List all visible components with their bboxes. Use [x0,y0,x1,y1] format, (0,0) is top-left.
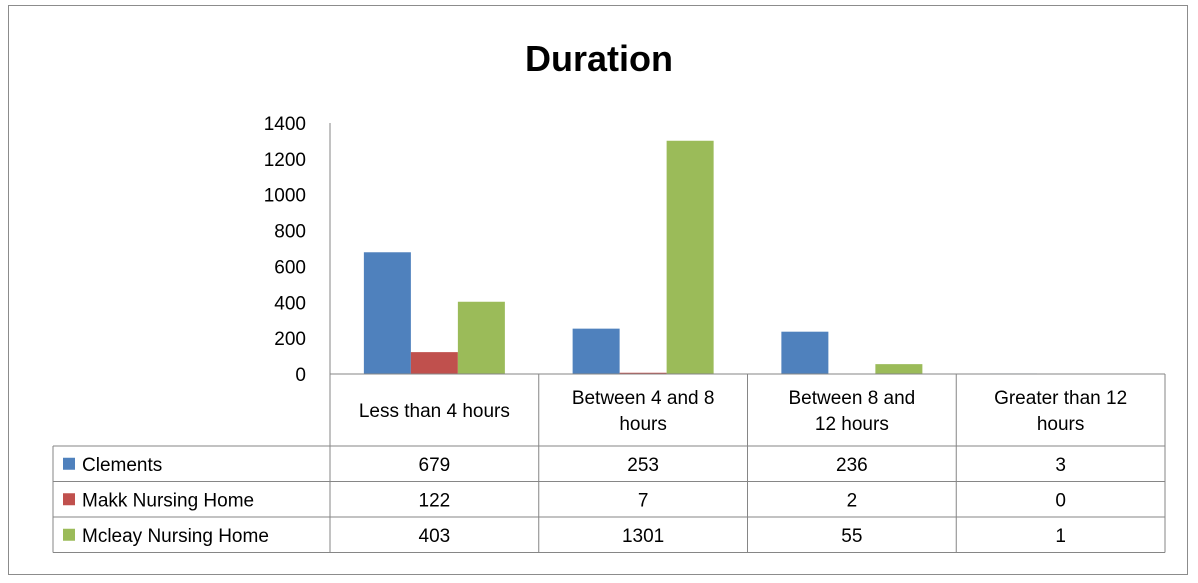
y-tick-label: 800 [274,222,306,243]
table-value: 55 [841,526,862,547]
table-value: 1301 [622,526,664,547]
y-axis: 0 200 400 600 800 1000 1200 1400 [264,114,331,386]
table-value: 0 [1055,490,1066,511]
category-label: 12 hours [815,414,889,435]
y-tick-label: 1000 [264,186,306,207]
bar [572,328,620,374]
bar [619,372,667,374]
y-tick-label: 200 [274,329,306,350]
category-label: Greater than 12 [994,388,1127,409]
table-value: 253 [627,455,659,476]
table-value: 1 [1055,526,1066,547]
legend-label: Clements [82,455,162,476]
category-label: hours [1037,414,1085,435]
bar [363,252,411,374]
table-value: 2 [847,490,858,511]
y-tick-label: 1200 [264,150,306,171]
table-value: 403 [419,526,451,547]
category-label: Between 8 and [788,388,915,409]
table-value: 122 [419,490,451,511]
category-label: Less than 4 hours [359,401,510,422]
y-tick-label: 0 [295,365,306,386]
y-tick-label: 400 [274,293,306,314]
legend-label: Makk Nursing Home [82,490,254,511]
chart-frame [8,5,1188,575]
legend-swatch [63,528,75,541]
bar [410,352,458,374]
bars [363,140,1132,374]
table-value: 3 [1055,455,1066,476]
legend-swatch [63,457,75,470]
y-tick-label: 600 [274,257,306,278]
bar [666,140,714,374]
table-value: 679 [419,455,451,476]
chart-title: Duration [525,38,673,79]
legend-swatch [63,493,75,506]
table-value: 7 [638,490,649,511]
y-tick-label: 1400 [264,114,306,135]
data-table: Less than 4 hours Between 4 and 8 hours Bet… [52,373,1166,553]
bar [457,301,505,374]
table-value: 236 [836,455,868,476]
legend-label: Mcleay Nursing Home [82,526,269,547]
category-label: Between 4 and 8 [572,388,715,409]
bar [875,364,923,374]
category-label: hours [619,414,667,435]
bar [781,331,829,374]
